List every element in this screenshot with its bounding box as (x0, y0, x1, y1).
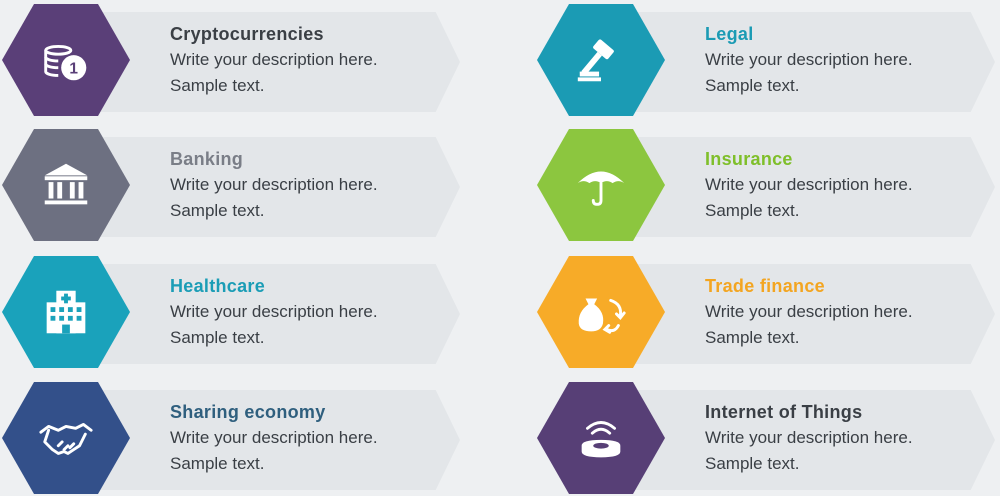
item-title: Insurance (705, 149, 793, 169)
item-cryptocurrencies: 1 Cryptocurrencies Write your descriptio… (0, 4, 470, 116)
bank-icon (44, 163, 88, 205)
gavel-icon (577, 39, 614, 82)
item-title: Healthcare (170, 276, 266, 296)
item-legal: Legal Write your description here. Sampl… (535, 4, 1000, 116)
item-text: Cryptocurrencies Write your description … (170, 21, 460, 99)
description-line: Write your description here. (705, 50, 913, 69)
description-line: Write your description here. (170, 302, 378, 321)
item-description: Write your description here. Sample text… (705, 425, 995, 477)
description-line: Sample text. (705, 76, 800, 95)
item-internet-of-things: Internet of Things Write your descriptio… (535, 382, 1000, 494)
item-description: Write your description here. Sample text… (170, 47, 460, 99)
description-line: Sample text. (705, 328, 800, 347)
item-text: Sharing economy Write your description h… (170, 399, 460, 477)
description-line: Sample text. (170, 201, 265, 220)
hexagon-badge (2, 129, 130, 241)
item-title: Trade finance (705, 276, 825, 296)
item-text: Banking Write your description here. Sam… (170, 146, 460, 224)
item-description: Write your description here. Sample text… (170, 299, 460, 351)
description-line: Write your description here. (705, 175, 913, 194)
item-text: Trade finance Write your description her… (705, 273, 995, 351)
svg-text:1: 1 (69, 61, 78, 78)
item-sharing-economy: Sharing economy Write your description h… (0, 382, 470, 494)
item-trade-finance: Trade finance Write your description her… (535, 256, 1000, 368)
item-healthcare: Healthcare Write your description here. … (0, 256, 470, 368)
description-line: Sample text. (705, 201, 800, 220)
item-insurance: Insurance Write your description here. S… (535, 129, 1000, 241)
description-line: Sample text. (705, 454, 800, 473)
umbrella-icon (577, 171, 625, 206)
wireless-device-icon (581, 421, 621, 458)
item-text: Healthcare Write your description here. … (170, 273, 460, 351)
description-line: Sample text. (170, 328, 265, 347)
coins-icon: 1 (44, 45, 87, 81)
item-description: Write your description here. Sample text… (705, 47, 995, 99)
item-title: Banking (170, 149, 244, 169)
item-title: Cryptocurrencies (170, 24, 324, 44)
money-bag-exchange-icon (578, 298, 626, 334)
item-text: Legal Write your description here. Sampl… (705, 21, 995, 99)
item-description: Write your description here. Sample text… (170, 172, 460, 224)
description-line: Sample text. (170, 76, 265, 95)
item-banking: Banking Write your description here. Sam… (0, 129, 470, 241)
description-line: Write your description here. (170, 175, 378, 194)
description-line: Write your description here. (705, 302, 913, 321)
description-line: Sample text. (170, 454, 265, 473)
item-description: Write your description here. Sample text… (170, 425, 460, 477)
item-title: Internet of Things (705, 402, 863, 422)
description-line: Write your description here. (170, 50, 378, 69)
hospital-icon (46, 290, 86, 334)
item-description: Write your description here. Sample text… (705, 299, 995, 351)
item-title: Legal (705, 24, 754, 44)
handshake-icon (39, 423, 93, 455)
item-description: Write your description here. Sample text… (705, 172, 995, 224)
item-text: Insurance Write your description here. S… (705, 146, 995, 224)
item-title: Sharing economy (170, 402, 326, 422)
item-text: Internet of Things Write your descriptio… (705, 399, 995, 477)
description-line: Write your description here. (170, 428, 378, 447)
description-line: Write your description here. (705, 428, 913, 447)
